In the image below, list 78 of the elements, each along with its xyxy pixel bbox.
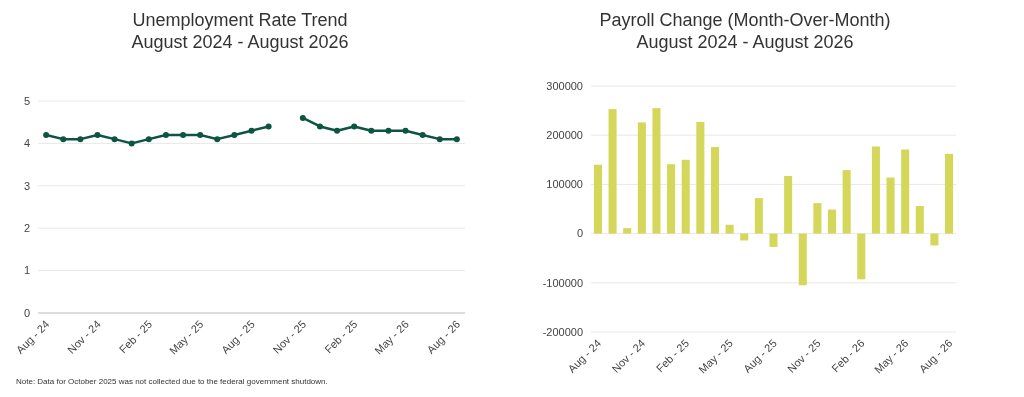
bar: [886, 177, 895, 234]
point: [231, 131, 238, 138]
bar: [681, 159, 690, 234]
point: [402, 127, 409, 134]
point: [43, 131, 50, 138]
y-tick-label: 0: [576, 227, 583, 240]
bar: [901, 149, 910, 234]
x-tick-label: Feb - 26: [829, 336, 867, 375]
bar: [608, 109, 617, 234]
y-tick-label: 0: [23, 306, 30, 319]
bar: [593, 164, 602, 234]
bar: [915, 206, 924, 234]
x-tick-label: Nov - 25: [270, 317, 309, 356]
point: [248, 127, 255, 134]
x-tick-label: Nov - 24: [65, 317, 103, 356]
bar: [710, 147, 720, 234]
x-tick-label: Nov - 24: [609, 336, 648, 375]
bar: [857, 233, 866, 280]
y-tick-label: 200000: [546, 129, 583, 142]
point: [316, 123, 323, 130]
x-tick-label: Aug - 25: [219, 317, 257, 356]
point: [265, 123, 272, 130]
bar: [637, 122, 646, 234]
bar: [784, 176, 793, 234]
point: [385, 127, 392, 134]
point: [145, 136, 152, 143]
point: [351, 123, 358, 130]
bar: [652, 108, 661, 234]
point: [436, 136, 443, 143]
point: [334, 127, 341, 134]
bar: [754, 198, 763, 234]
bar: [842, 170, 851, 234]
point: [111, 136, 118, 143]
point: [368, 127, 375, 134]
chart-title: Unemployment Rate Trend August 2024 - August 2026: [131, 10, 349, 52]
point: [128, 140, 135, 147]
y-tick-label: 1: [23, 264, 30, 277]
x-tick-label: Aug - 26: [916, 336, 955, 375]
point: [162, 131, 169, 138]
point: [94, 131, 101, 138]
x-tick-label: Feb - 25: [322, 317, 360, 356]
bar: [798, 233, 807, 286]
x-tick-label: Aug - 25: [741, 336, 779, 375]
bar: [827, 209, 837, 234]
x-tick-label: Aug - 24: [13, 317, 52, 356]
point: [214, 136, 221, 143]
y-tick-label: 2: [23, 222, 30, 235]
x-tick-label: Aug - 26: [424, 317, 463, 356]
bar: [930, 233, 939, 246]
y-tick-label: 100000: [546, 178, 583, 191]
point: [419, 131, 426, 138]
x-tick-label: Aug - 24: [565, 336, 604, 375]
point: [197, 131, 204, 138]
y-tick-label: 300000: [546, 79, 583, 92]
chart-title: Payroll Change (Month-Over-Month) August 2024 - August 2026: [599, 10, 891, 52]
x-tick-label: May - 25: [696, 336, 736, 376]
bar: [667, 164, 676, 234]
bar: [623, 228, 632, 234]
point: [180, 131, 187, 138]
bar: [769, 233, 778, 247]
y-tick-label: 3: [23, 179, 30, 192]
bar: [696, 121, 705, 234]
x-tick-label: Feb - 25: [653, 336, 692, 375]
point: [453, 136, 460, 143]
x-tick-label: Feb - 25: [116, 317, 155, 356]
y-tick-label: 5: [23, 94, 30, 107]
point: [60, 136, 67, 143]
text: Note: Data for October 2025 was not collected due to the federal government shutdown.: [16, 377, 328, 386]
point: [299, 114, 306, 121]
bar: [871, 146, 880, 234]
bar: [725, 224, 734, 234]
y-tick-label: -100000: [542, 276, 583, 289]
y-tick-label: -200000: [542, 325, 583, 338]
bar: [813, 203, 822, 234]
x-tick-label: Nov - 25: [784, 336, 823, 375]
point: [77, 136, 84, 143]
y-tick-label: 4: [23, 137, 30, 150]
bar: [945, 153, 954, 234]
